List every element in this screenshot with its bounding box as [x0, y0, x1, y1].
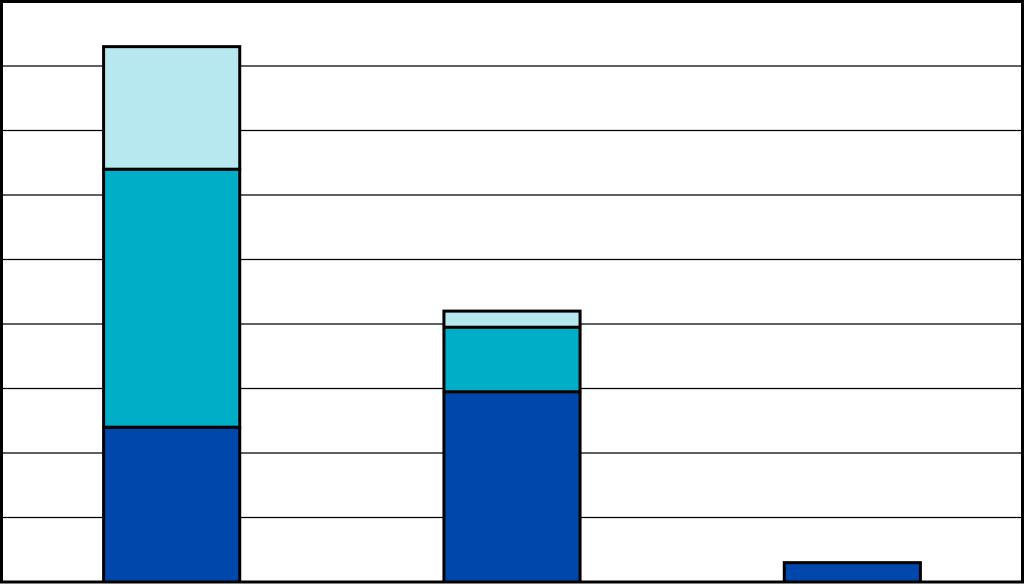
bar-segment-1-series-2 — [102, 167, 242, 429]
bars — [102, 45, 922, 584]
bar-segment-1-series-3 — [102, 45, 242, 171]
bar-segment-2-series-2 — [442, 325, 582, 394]
bar-segment-1-series-1 — [102, 425, 242, 584]
bar-segment-2-series-3 — [442, 309, 582, 329]
bar-segment-2-series-1 — [442, 390, 582, 584]
bar-segment-3-series-1 — [782, 561, 922, 584]
